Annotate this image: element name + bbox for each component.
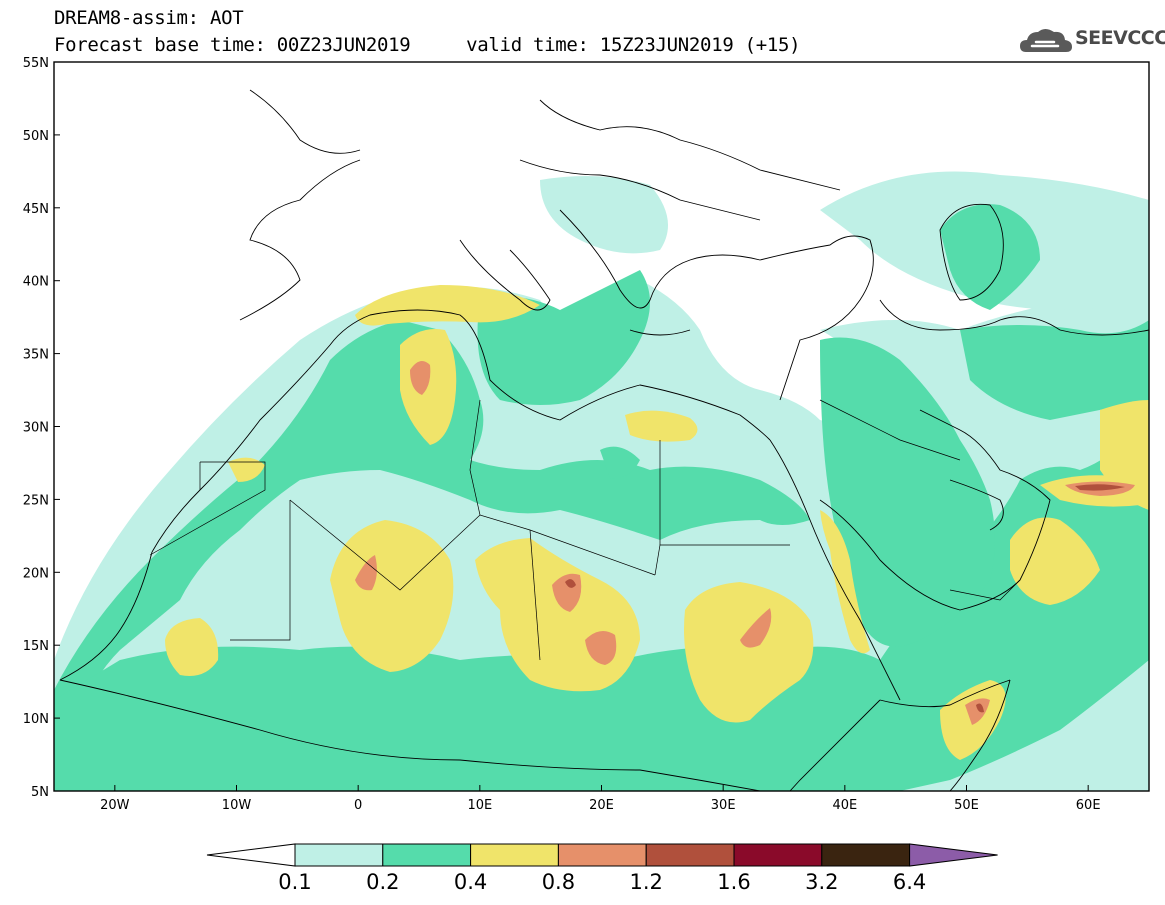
colorbar-level-label: 1.2 [629,870,663,894]
colorbar-segment [821,843,911,867]
y-tick-label: 40N [23,275,49,290]
map-subtitle: Forecast base time: 00Z23JUN2019 valid t… [54,34,801,56]
y-tick-label: 15N [23,639,49,654]
colorbar-level-label: 0.8 [541,870,576,894]
colorbar-segment [557,843,647,867]
colorbar-level-label: 6.4 [892,870,927,894]
colorbar-level-label: 3.2 [805,870,839,894]
y-tick-label: 55N [23,56,49,71]
y-tick-label: 50N [23,129,49,144]
colorbar-level-label: 0.1 [278,870,312,894]
y-axis: 5N 10N 15N 20N 25N 30N 35N 40N 45N 50N 55N [23,56,60,800]
x-tick-label: 0 [354,798,362,813]
x-tick-label: 50E [954,798,979,813]
aot-field [54,62,1149,791]
borders [149,399,1021,661]
colorbar-level-label: 0.2 [366,870,400,894]
colorbar-segment [294,843,384,867]
colorbar [206,843,998,867]
colorbar-segment [733,843,823,867]
x-tick-label: 60E [1076,798,1101,813]
y-tick-label: 35N [23,348,49,363]
colorbar-under-triangle [206,843,296,867]
coastlines [59,89,1149,791]
x-tick-label: 20W [100,798,130,813]
colorbar-over-triangle [909,843,998,867]
y-tick-label: 45N [23,202,49,217]
x-tick-label: 10E [467,798,492,813]
colorbar-level-label: 0.4 [453,870,488,894]
aot-level-1.2 [565,484,1125,713]
x-tick-label: 30E [711,798,736,813]
colorbar-segment [382,843,472,867]
map-title: DREAM8-assim: AOT [54,7,244,29]
y-tick-label: 30N [23,421,49,436]
colorbar-level-label: 1.6 [717,870,751,894]
y-tick-label: 5N [31,785,49,800]
colorbar-segment [645,843,735,867]
cloud-logo-icon [1020,29,1072,52]
logo-text: SEEVCCC [1075,27,1165,49]
y-tick-label: 20N [23,566,49,581]
y-tick-label: 10N [23,712,49,727]
y-tick-label: 25N [23,493,49,508]
x-axis: 20W 10W 0 10E 20E 30E 40E 50E 60E [100,785,1101,813]
x-tick-label: 10W [222,798,252,813]
x-tick-label: 40E [832,798,857,813]
colorbar-segment [470,843,559,867]
x-tick-label: 20E [589,798,614,813]
